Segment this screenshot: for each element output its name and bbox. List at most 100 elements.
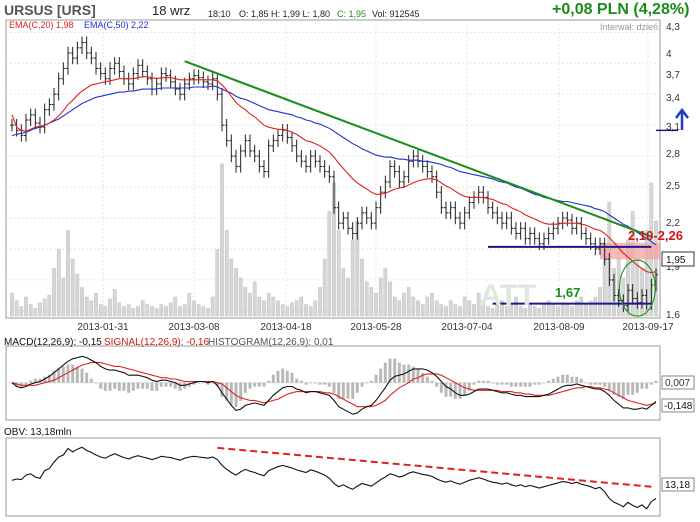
macd-histogram-bar bbox=[407, 364, 411, 383]
macd-histogram-bar bbox=[24, 382, 28, 385]
volume-bar bbox=[271, 296, 276, 317]
change-label: +0,08 PLN (4,28%) bbox=[552, 1, 690, 18]
macd-histogram-bar bbox=[318, 382, 322, 385]
price-y-axis: 4,3 4 3,7 3,4 3,1 2,8 2,5 2,2 1,9 1,6 bbox=[666, 22, 680, 321]
volume-bar bbox=[378, 277, 383, 317]
volume-bar bbox=[294, 300, 299, 317]
volume-bar bbox=[215, 249, 220, 317]
macd-histogram-bar bbox=[453, 382, 457, 399]
volume-bar bbox=[318, 287, 322, 317]
volume-bar bbox=[206, 308, 210, 317]
ema20-line bbox=[11, 76, 657, 274]
macd-histogram-bar bbox=[248, 382, 252, 389]
macd-histogram-bar bbox=[486, 380, 490, 383]
macd-histogram-bar bbox=[360, 382, 364, 387]
volume-bar bbox=[504, 306, 509, 317]
downtrend-line bbox=[184, 60, 652, 238]
macd-histogram-bar bbox=[621, 382, 625, 399]
macd-histogram-bar bbox=[435, 382, 439, 387]
volume-bar bbox=[80, 287, 84, 317]
macd-histogram-bar bbox=[467, 382, 471, 391]
volume-bar bbox=[579, 296, 584, 317]
ema20-legend: EMA(C,20) 1,98 bbox=[9, 20, 74, 30]
macd-histogram-bar bbox=[262, 382, 266, 387]
volume-bar bbox=[94, 292, 98, 317]
volume-bar bbox=[570, 306, 574, 317]
macd-histogram-bar bbox=[561, 374, 565, 383]
macd-histogram-bar bbox=[178, 382, 182, 391]
volume-bar bbox=[66, 230, 70, 317]
macd-histogram-bar bbox=[43, 376, 47, 383]
volume-bar bbox=[276, 300, 280, 317]
macd-histogram-bar bbox=[89, 378, 93, 383]
macd-histogram-bar bbox=[463, 382, 467, 395]
volume-bar bbox=[234, 268, 238, 317]
volume-bar bbox=[313, 300, 318, 317]
volume-bar bbox=[38, 302, 42, 317]
macd-histogram-bar bbox=[80, 368, 84, 383]
y-tick-label: 2,2 bbox=[666, 218, 680, 229]
obv-value: 13,18 bbox=[665, 480, 690, 491]
macd-histogram-bar bbox=[103, 382, 107, 391]
macd-histogram-bar bbox=[430, 380, 434, 383]
macd-histogram-bar bbox=[243, 382, 247, 393]
volume-layer bbox=[10, 163, 658, 317]
obv-trendline bbox=[217, 446, 652, 488]
macd-histogram-bar bbox=[626, 382, 630, 395]
macd-histogram-bar bbox=[645, 382, 649, 389]
volume-bar bbox=[304, 304, 308, 317]
close-label: C: 1,95 bbox=[337, 9, 367, 19]
volume-bar bbox=[322, 258, 327, 317]
volume-bar bbox=[84, 296, 89, 317]
macd-histogram-bar bbox=[192, 382, 196, 385]
volume-bar bbox=[490, 308, 495, 317]
volume-bar bbox=[593, 296, 598, 317]
volume-bar bbox=[425, 296, 430, 317]
volume-bar bbox=[52, 268, 56, 317]
volume-bar bbox=[420, 304, 425, 317]
macd-histogram-bar bbox=[379, 368, 383, 383]
volume-bar bbox=[369, 287, 374, 317]
macd-histogram-bar bbox=[631, 382, 635, 395]
macd-histogram-bar bbox=[145, 382, 149, 389]
volume-bar bbox=[229, 258, 234, 317]
volume-bar bbox=[173, 296, 178, 317]
volume-bar bbox=[136, 306, 140, 317]
volume-bar bbox=[248, 292, 252, 317]
volume-bar bbox=[397, 300, 402, 317]
volume-bar bbox=[257, 296, 262, 317]
macd-histogram-bar bbox=[393, 358, 397, 383]
volume-bar bbox=[481, 300, 486, 317]
volume-bar bbox=[574, 300, 579, 317]
macd-histogram-bar bbox=[131, 382, 135, 391]
macd-histogram-bar bbox=[397, 362, 401, 383]
volume-bar bbox=[346, 277, 350, 317]
macd-histogram-bar bbox=[85, 372, 89, 383]
y-tick-label: 3,7 bbox=[666, 70, 680, 81]
macd-histogram-bar bbox=[271, 374, 275, 383]
macd-histogram-bar bbox=[187, 382, 191, 387]
volume-bar bbox=[392, 296, 397, 317]
macd-histogram-bar bbox=[584, 382, 588, 384]
ema50-legend: EMA(C,50) 2,22 bbox=[84, 20, 149, 30]
volume-bar bbox=[402, 292, 406, 317]
macd-histogram-bar bbox=[267, 380, 271, 383]
macd-histogram-bar bbox=[94, 382, 98, 384]
macd-histogram-bar bbox=[533, 382, 537, 385]
macd-histogram-bar bbox=[211, 382, 215, 384]
y-tick-label: 3,4 bbox=[666, 93, 680, 104]
volume-bar bbox=[131, 308, 136, 317]
volume-bar bbox=[112, 289, 117, 317]
x-tick-label: 2013-09-17 bbox=[622, 322, 674, 333]
volume-bar bbox=[164, 306, 168, 317]
volume-bar bbox=[476, 292, 481, 317]
macd-histogram-bar bbox=[640, 382, 644, 389]
macd-histogram-bar bbox=[66, 364, 70, 383]
resistance-label: 2,10-2,26 bbox=[628, 228, 683, 243]
macd-histogram-bar bbox=[197, 382, 201, 384]
obv-label: OBV: 13,18mln bbox=[4, 427, 71, 438]
macd-histogram-bar bbox=[290, 372, 294, 383]
macd-histogram-bar bbox=[108, 382, 112, 391]
macd-histogram-bar bbox=[365, 382, 369, 384]
